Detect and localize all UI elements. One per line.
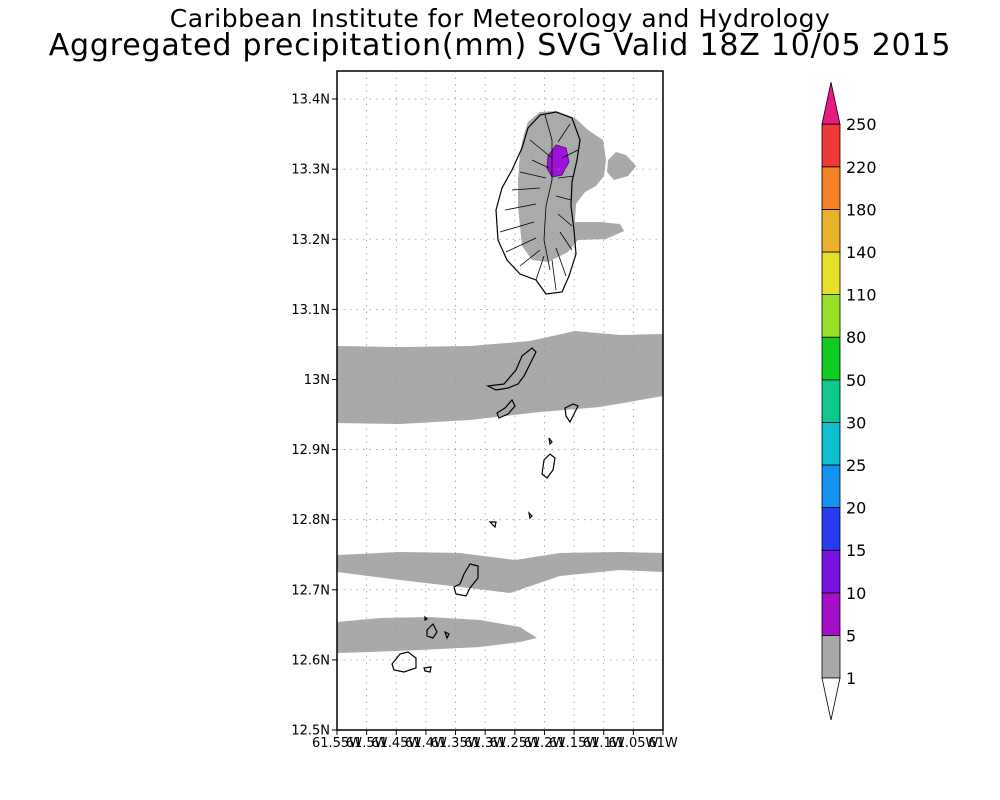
precip-band-north [337, 331, 663, 424]
colorbar-label: 220 [846, 158, 877, 177]
colorbar-label: 50 [846, 371, 866, 390]
colorbar-swatch [821, 549, 841, 594]
lat-tick-label: 13.4N [291, 93, 330, 108]
colorbar-swatch [821, 464, 841, 508]
map-area [337, 71, 663, 730]
colorbar-label: 180 [846, 200, 877, 219]
island-st-vincent [495, 111, 581, 295]
colorbar-swatch [821, 166, 841, 210]
colorbar-label: 10 [846, 584, 866, 603]
colorbar-label: 5 [846, 626, 856, 645]
colorbar-swatch [821, 123, 841, 168]
colorbar-label: 15 [846, 541, 866, 560]
lat-tick-label: 13.1N [291, 303, 330, 318]
colorbar-top-arrow [821, 82, 841, 125]
colorbar-swatch [821, 592, 841, 636]
lon-tick-label: 61.5W [346, 736, 388, 751]
colorbar-label: 250 [846, 115, 877, 134]
island-canouan [541, 453, 556, 479]
precip-shading [337, 111, 663, 653]
lon-tick-label: 61.1W [583, 736, 625, 751]
island-balliceaux [564, 403, 579, 424]
lon-tick-label: 61.45W [371, 736, 421, 751]
map-grid [337, 71, 663, 730]
colorbar-label: 20 [846, 499, 866, 518]
colorbar-label: 30 [846, 413, 866, 432]
colorbar-label: 25 [846, 456, 866, 475]
lat-tick-label: 12.7N [291, 583, 330, 598]
chart-subtitle: Aggregated precipitation(mm) SVG Valid 1… [48, 28, 952, 63]
island-tobago-cays [528, 511, 533, 520]
lon-tick-label: 61.15W [549, 736, 599, 751]
precip-area-northeast [607, 152, 636, 180]
lat-tick-label: 12.5N [291, 724, 330, 739]
colorbar-swatch [821, 507, 841, 551]
lon-tick-label: 61.35W [431, 736, 481, 751]
colorbar-swatch [821, 379, 841, 423]
precip-band-south [337, 617, 537, 653]
island-st-vincent-rivers [499, 114, 579, 291]
colorbar-swatch [821, 294, 841, 338]
lat-tick-label: 12.6N [291, 653, 330, 668]
lat-tick-label: 13N [304, 373, 330, 388]
colorbar-swatch [821, 635, 841, 679]
lon-tick-label: 61.55W [312, 736, 362, 751]
colorbar-bottom-arrow [821, 677, 841, 721]
precip-band-middle [337, 552, 663, 593]
chart-title: Caribbean Institute for Meteorology and … [169, 4, 831, 33]
precip-area-north [518, 111, 624, 262]
island-mayreau [548, 437, 553, 446]
island-carriacou [453, 563, 479, 597]
colorbar-swatch [821, 421, 841, 466]
lon-tick-label: 61.4W [405, 736, 447, 751]
island-grenada-north [391, 651, 417, 673]
colorbar-label: 110 [846, 286, 877, 305]
island-isle-de-ra [423, 666, 432, 673]
lon-tick-label: 61.05W [608, 736, 658, 751]
lat-tick-label: 12.9N [291, 443, 330, 458]
map-frame [336, 70, 664, 731]
islands [391, 111, 581, 673]
lon-tick-label: 61.3W [464, 736, 506, 751]
island-union [488, 521, 497, 529]
lon-tick-label: 61.25W [490, 736, 540, 751]
lon-tick-label: 61W [648, 736, 678, 751]
longitude-axis: 61.55W61.5W61.45W61.4W61.35W61.3W61.25W6… [312, 730, 678, 751]
lat-tick-label: 12.8N [291, 513, 330, 528]
island-ronde [426, 622, 438, 639]
lat-tick-label: 13.3N [291, 163, 330, 178]
colorbar-label: 140 [846, 243, 877, 262]
colorbar-swatch [821, 336, 841, 381]
lon-tick-label: 61.2W [524, 736, 566, 751]
colorbar-label: 1 [846, 669, 856, 688]
island-diamond [424, 615, 429, 621]
latitude-axis: 13.4N 13.3N 13.2N 13.1N 13N 12.9N 12.8N 12.7N 12… [291, 93, 337, 739]
colorbar-swatch [821, 251, 841, 295]
colorbar-swatch [821, 208, 841, 253]
island-mustique [496, 398, 516, 419]
lat-tick-label: 13.2N [291, 233, 330, 248]
island-bequia [485, 347, 537, 391]
island-caille [443, 630, 450, 640]
colorbar-label: 80 [846, 328, 866, 347]
